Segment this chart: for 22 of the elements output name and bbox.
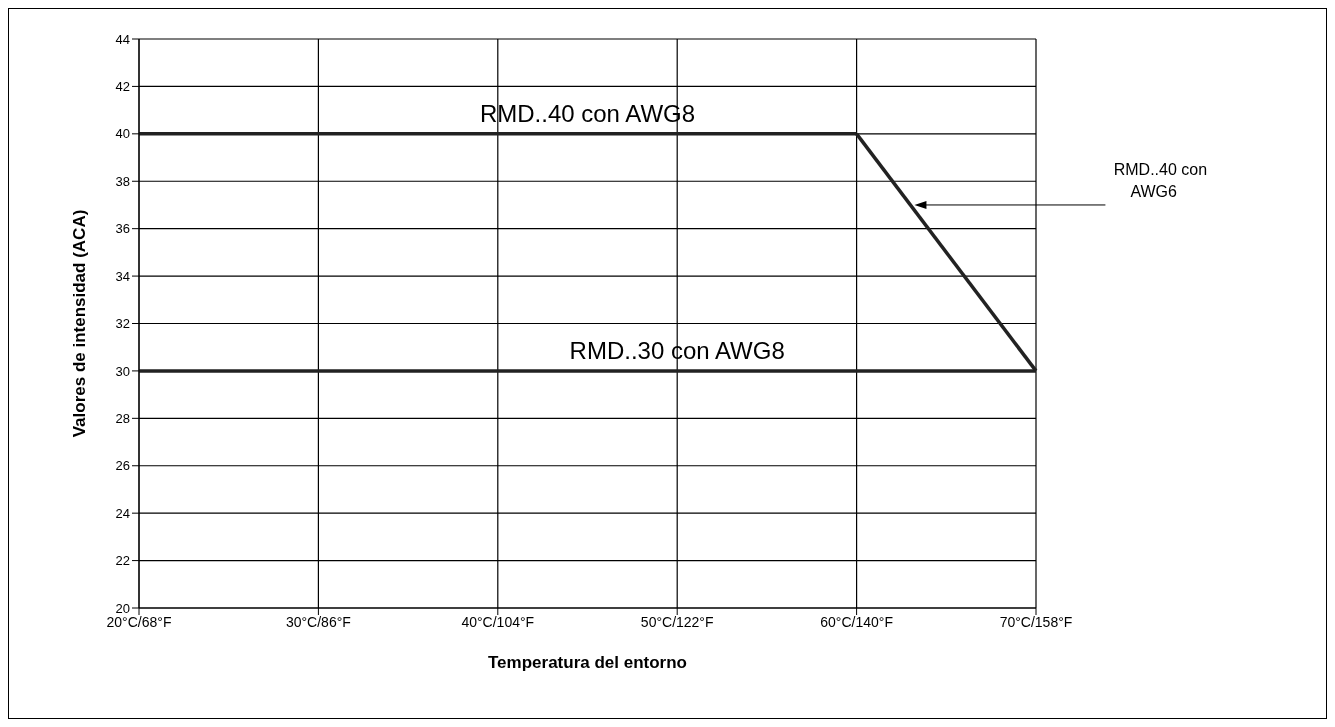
x-tick-label: 40°C/104°F — [461, 613, 535, 630]
y-tick-label: 28 — [115, 410, 130, 426]
y-tick-label: 20 — [115, 600, 130, 616]
x-tick-label: 30°C/86°F — [285, 613, 351, 630]
y-tick-label: 22 — [115, 553, 130, 569]
y-axis-title: Valores de intensidad (ACA) — [70, 209, 90, 438]
y-tick-label: 44 — [115, 31, 130, 47]
x-tick-label: 50°C/122°F — [640, 613, 714, 630]
y-tick-label: 32 — [115, 316, 130, 332]
y-tick-label: 38 — [115, 173, 130, 189]
y-tick-label: 40 — [115, 126, 130, 142]
x-tick-label: 60°C/140°F — [820, 613, 893, 630]
x-tick-label: 70°C/158°F — [999, 613, 1073, 630]
text: RMD..40 con AWG6 — [1113, 160, 1208, 200]
x-axis-title: Temperatura del entorno — [488, 653, 687, 672]
y-tick-label: 36 — [115, 221, 130, 237]
y-tick-label: 34 — [115, 268, 130, 284]
y-tick-label: 42 — [115, 79, 130, 95]
y-tick-label: 30 — [115, 363, 130, 379]
y-tick-label: 26 — [115, 458, 130, 474]
y-tick-label: 24 — [115, 505, 130, 521]
x-tick-label: 20°C/68°F — [106, 613, 172, 630]
